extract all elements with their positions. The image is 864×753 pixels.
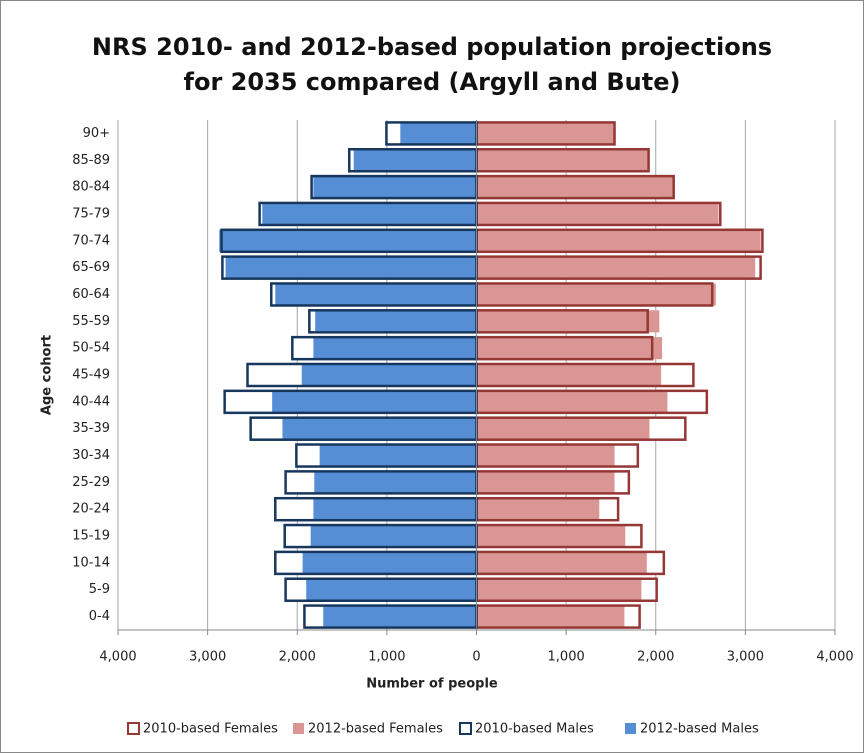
x-tick-label: 4,000 [816, 650, 853, 665]
bar [313, 176, 477, 199]
y-tick-label: 75-79 [72, 206, 110, 221]
bar [306, 578, 477, 601]
x-tick-label: 1,000 [548, 650, 585, 665]
y-tick-label: 45-49 [72, 368, 110, 383]
bar [476, 310, 660, 333]
legend-swatch [459, 722, 472, 735]
bar [476, 283, 716, 306]
bar [476, 390, 668, 413]
bar [319, 444, 477, 467]
bar [282, 417, 477, 440]
legend-label: 2012-based Females [308, 722, 443, 737]
y-tick-label: 80-84 [72, 180, 110, 195]
legend-swatch [625, 723, 636, 734]
bar [301, 363, 477, 387]
bar [476, 122, 614, 145]
bar [476, 578, 642, 601]
bar [353, 149, 477, 172]
bar [476, 363, 662, 387]
y-tick-label: 60-64 [72, 287, 110, 302]
bar [476, 471, 615, 494]
bar [476, 202, 719, 225]
x-axis-title: Number of people [366, 677, 498, 692]
bar [400, 122, 477, 145]
legend-swatch [293, 723, 304, 734]
y-tick-label: 55-59 [72, 314, 110, 329]
chart-title: NRS 2010- and 2012-based population proj… [92, 33, 772, 61]
bar [272, 390, 477, 413]
bar [476, 149, 648, 172]
legend-label: 2012-based Males [640, 722, 759, 737]
bar [275, 283, 477, 306]
y-tick-label: 30-34 [72, 448, 110, 463]
bar [225, 256, 477, 279]
bar [476, 498, 600, 521]
bar [476, 551, 647, 574]
y-tick-label: 65-69 [72, 260, 110, 275]
y-tick-label: 5-9 [89, 582, 110, 597]
y-tick-label: 90+ [83, 126, 110, 141]
y-tick-label: 25-29 [72, 475, 110, 490]
legend-swatch [127, 722, 140, 735]
x-tick-label: 3,000 [189, 650, 226, 665]
y-tick-label: 85-89 [72, 153, 110, 168]
y-axis-title: Age cohort [40, 335, 55, 415]
bar [219, 229, 477, 252]
x-tick-label: 1,000 [368, 650, 405, 665]
bar [315, 310, 477, 333]
bar [476, 417, 650, 440]
x-tick-label: 2,000 [637, 650, 674, 665]
bar [476, 605, 625, 628]
bar [476, 525, 626, 548]
bar [476, 337, 663, 360]
bar [476, 176, 674, 199]
x-tick-label: 3,000 [727, 650, 764, 665]
y-tick-label: 35-39 [72, 421, 110, 436]
y-tick-label: 10-14 [72, 555, 110, 570]
bar [323, 605, 477, 628]
x-tick-label: 4,000 [99, 650, 136, 665]
y-tick-label: 0-4 [89, 609, 110, 624]
y-tick-label: 50-54 [72, 341, 110, 356]
bar [476, 256, 756, 279]
bar [314, 471, 477, 494]
legend-label: 2010-based Males [475, 722, 594, 737]
y-tick-label: 70-74 [72, 233, 110, 248]
bar [476, 229, 761, 252]
legend-label: 2010-based Females [143, 722, 278, 737]
x-tick-label: 2,000 [279, 650, 316, 665]
y-tick-label: 40-44 [72, 394, 110, 409]
bar [302, 551, 477, 574]
bar [313, 498, 477, 521]
bar [262, 202, 477, 225]
bar [313, 337, 477, 360]
bar [476, 444, 615, 467]
bar [310, 525, 477, 548]
y-tick-label: 20-24 [72, 502, 110, 517]
y-tick-label: 15-19 [72, 529, 110, 544]
chart-title: for 2035 compared (Argyll and Bute) [184, 68, 681, 96]
x-tick-label: 0 [472, 650, 480, 665]
